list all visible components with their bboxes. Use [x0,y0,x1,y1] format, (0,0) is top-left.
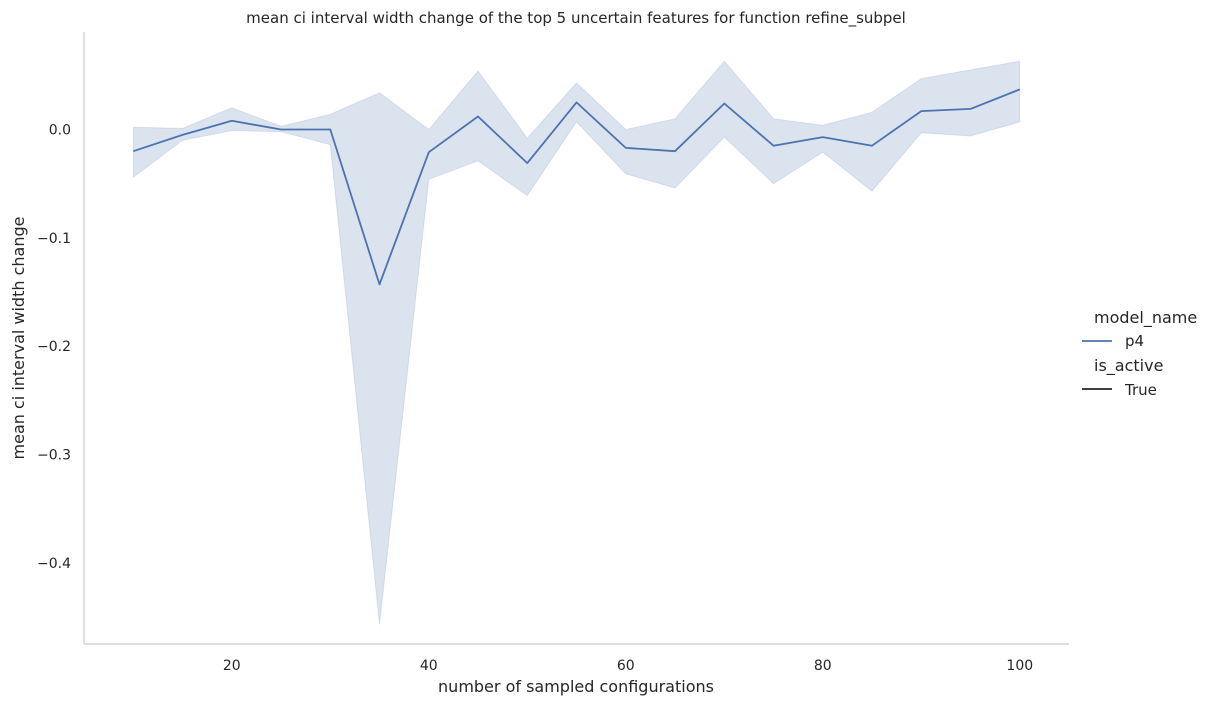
data-point [576,101,578,103]
data-point [970,108,972,110]
legend-title-is-active: is_active [1094,356,1163,376]
y-tick-group: 0.0 −0.1 −0.2 −0.3 −0.4 [37,123,71,572]
data-point [773,145,775,147]
y-tick-label: −0.4 [37,556,71,572]
data-point [477,116,479,118]
x-tick-label: 20 [223,658,241,674]
x-tick-label: 60 [617,658,635,674]
legend: model_name p4 is_active True [1082,308,1197,399]
y-tick-label: 0.0 [49,123,71,139]
x-tick-label: 80 [814,658,832,674]
data-point [822,136,824,138]
data-point [132,150,134,152]
data-point [280,129,282,131]
data-point [526,162,528,164]
y-tick-label: −0.2 [37,339,71,355]
ci-band-series-0 [132,60,1021,625]
data-point [1019,88,1021,90]
legend-title-model-name: model_name [1094,308,1197,328]
x-tick-label: 100 [1006,658,1033,674]
data-point [329,129,331,131]
data-point [723,103,725,105]
data-point [920,110,922,112]
y-axis-label: mean ci interval width change [9,217,28,460]
data-point [379,283,381,285]
chart-title: mean ci interval width change of the top… [246,9,906,28]
plot-area [132,60,1021,625]
series-line-0 [133,88,1021,286]
x-axis-label: number of sampled configurations [438,677,714,696]
y-tick-label: −0.1 [37,231,71,247]
y-tick-label: −0.3 [37,447,71,463]
legend-label-p4: p4 [1125,332,1144,350]
data-point [182,134,184,136]
x-tick-label: 40 [420,658,438,674]
data-point [231,120,233,122]
data-point [625,147,627,149]
data-point [674,150,676,152]
legend-label-true: True [1124,381,1157,399]
data-point [871,145,873,147]
data-point [428,151,430,153]
x-tick-group: 20 40 60 80 100 [223,658,1033,674]
